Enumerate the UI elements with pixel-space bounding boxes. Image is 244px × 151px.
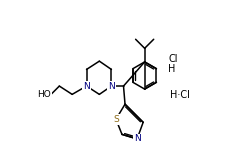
- Text: N: N: [83, 82, 90, 91]
- Text: N: N: [134, 134, 141, 143]
- Text: Cl: Cl: [168, 54, 178, 64]
- Text: HO: HO: [37, 90, 51, 99]
- Text: N: N: [108, 82, 115, 91]
- Text: H·Cl: H·Cl: [170, 90, 190, 100]
- Text: H: H: [168, 64, 175, 74]
- Text: S: S: [113, 115, 119, 124]
